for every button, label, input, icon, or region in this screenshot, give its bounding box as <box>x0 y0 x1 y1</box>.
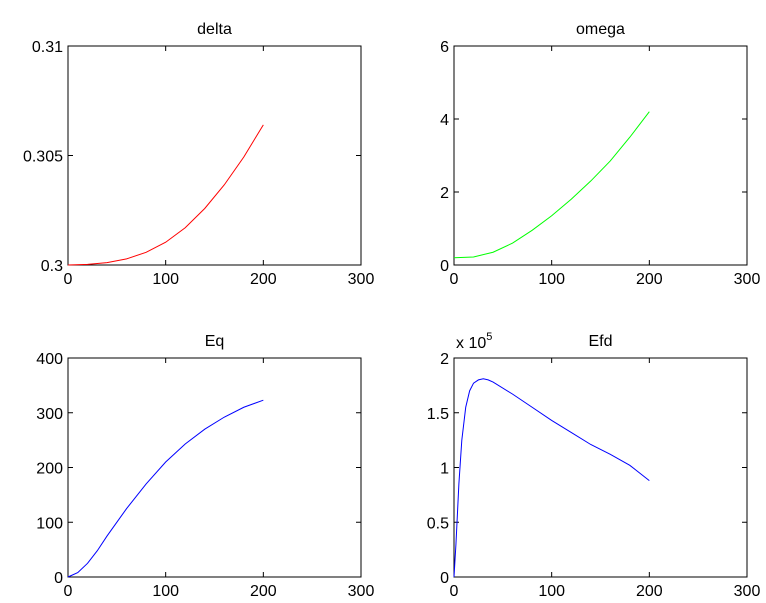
axes-frame <box>453 45 748 266</box>
y-tick-label: 2 <box>440 185 449 202</box>
y-exponent-power: 5 <box>486 331 492 343</box>
y-tick-label: 2 <box>440 351 449 368</box>
x-tick-label: 100 <box>538 271 565 288</box>
y-exponent-label: x 105 <box>456 331 492 352</box>
x-tick-label: 0 <box>64 271 73 288</box>
x-tick-label: 200 <box>636 271 663 288</box>
subplot-omega: omega 0 100 200 300 0 2 4 6 <box>440 21 760 288</box>
subplot-eq: Eq 0 100 200 300 0 100 200 300 400 <box>36 333 374 600</box>
y-tick-label: 6 <box>440 39 449 56</box>
x-tick-label: 100 <box>152 583 179 600</box>
series-line-delta <box>67 124 264 266</box>
x-tick-label: 200 <box>250 583 277 600</box>
x-tick-label: 0 <box>450 271 459 288</box>
y-tick-label: 0 <box>54 570 63 587</box>
y-tick-label: 0 <box>440 258 449 275</box>
subplot-title: omega <box>576 21 625 38</box>
subplot-title: Eq <box>205 333 225 350</box>
y-tick-label: 0.5 <box>427 515 449 532</box>
y-tick-label: 1.5 <box>427 406 449 423</box>
x-tick-label: 100 <box>538 583 565 600</box>
y-tick-label: 300 <box>36 406 63 423</box>
x-tick-label: 300 <box>348 583 375 600</box>
x-tick-label: 0 <box>450 583 459 600</box>
y-tick-label: 0.31 <box>32 39 63 56</box>
y-tick-label: 0.3 <box>41 258 63 275</box>
y-tick-label: 1 <box>440 461 449 478</box>
y-tick-label: 100 <box>36 515 63 532</box>
x-tick-label: 200 <box>250 271 277 288</box>
y-exponent-base: x 10 <box>456 335 486 352</box>
subplot-delta: delta 0 100 200 300 0.3 0.305 0.31 <box>23 21 374 288</box>
series-line-eq <box>67 399 264 578</box>
tick-group: 0 100 200 300 0 0.5 1 1.5 2 <box>427 351 761 600</box>
x-tick-label: 300 <box>734 271 761 288</box>
x-tick-label: 300 <box>734 583 761 600</box>
tick-group: 0 100 200 300 0 100 200 300 400 <box>36 351 374 600</box>
x-tick-label: 0 <box>64 583 73 600</box>
y-tick-label: 0 <box>440 570 449 587</box>
subplot-title: delta <box>197 21 232 38</box>
series-line-efd <box>453 378 650 578</box>
x-tick-label: 200 <box>636 583 663 600</box>
tick-group: 0 100 200 300 0.3 0.305 0.31 <box>23 39 374 288</box>
x-tick-label: 100 <box>152 271 179 288</box>
y-tick-label: 200 <box>36 461 63 478</box>
subplot-title: Efd <box>588 333 612 350</box>
subplot-efd: Efd 0 100 200 300 0 0.5 1 1.5 2 x 105 <box>427 331 761 600</box>
tick-group: 0 100 200 300 0 2 4 6 <box>440 39 760 288</box>
series-line-omega <box>453 111 650 259</box>
y-tick-label: 400 <box>36 351 63 368</box>
y-tick-label: 0.305 <box>23 149 63 166</box>
y-tick-label: 4 <box>440 112 449 129</box>
x-tick-label: 300 <box>348 271 375 288</box>
